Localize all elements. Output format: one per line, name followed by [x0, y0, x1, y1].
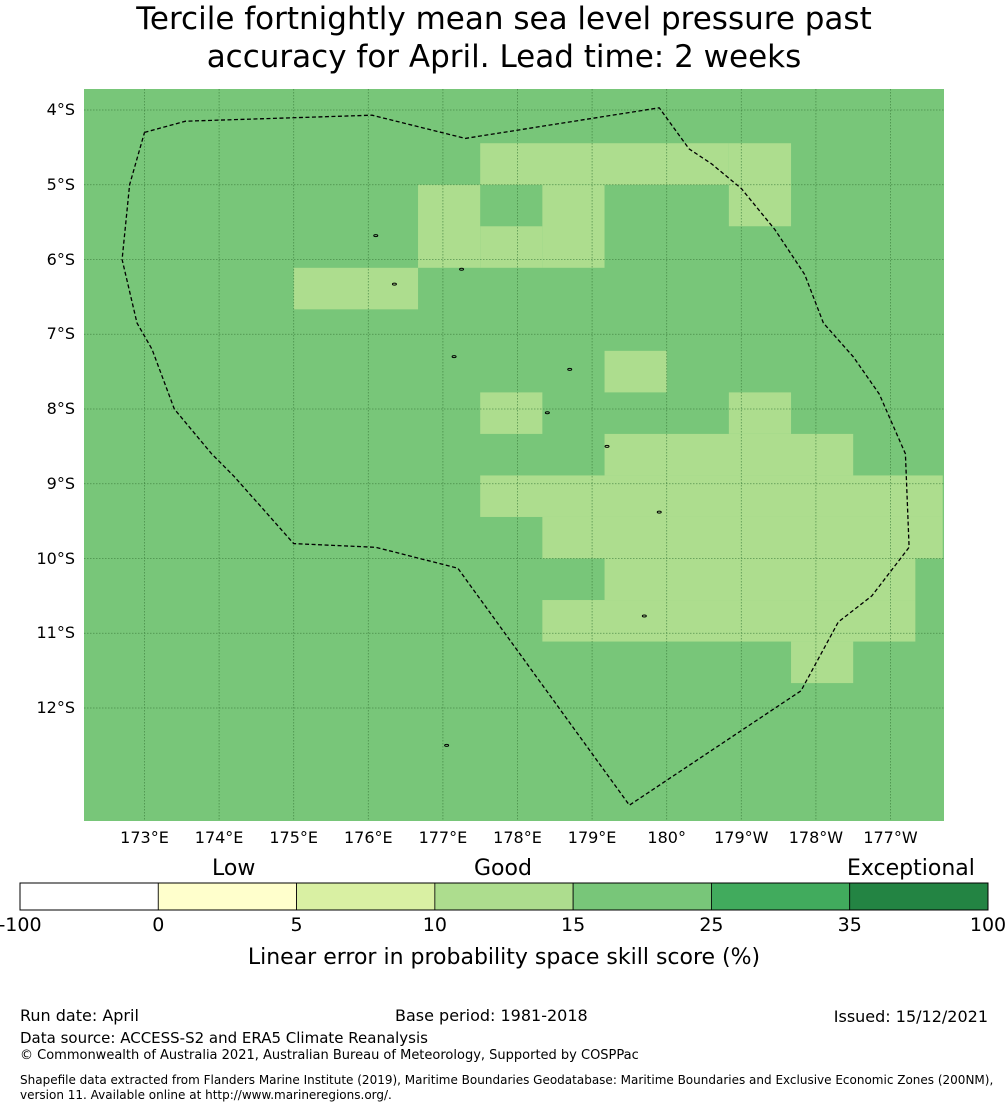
- island-outline: [373, 234, 379, 238]
- colorbar-label: Linear error in probability space skill …: [247, 945, 761, 970]
- category-exceptional-label: Exceptional: [847, 856, 975, 881]
- island-outline: [567, 367, 573, 371]
- island-outline: [451, 355, 457, 359]
- skill-cell-10-15: [791, 641, 854, 684]
- map-plot-area: [84, 89, 944, 821]
- island-outline: [604, 444, 610, 448]
- skill-cell-10-15: [604, 558, 916, 601]
- skill-cell-10-15: [480, 226, 543, 268]
- colorbar: [19, 882, 989, 911]
- skill-cell-10-15: [728, 392, 792, 434]
- skill-cell-10-15: [418, 184, 481, 268]
- base-period: Base period: 1981-2018: [395, 1006, 588, 1025]
- lon-label: 174°E: [194, 828, 244, 847]
- lat-label: 5°S: [46, 174, 75, 194]
- colorbar-segment: [711, 882, 851, 911]
- lon-label: 173°E: [120, 828, 169, 847]
- island-outline: [656, 510, 662, 514]
- colorbar-tick-label: 35: [837, 914, 862, 936]
- colorbar-tick-label: 25: [699, 914, 724, 936]
- colorbar-tick-label: 10: [422, 914, 447, 936]
- lon-label: 178°E: [493, 828, 542, 847]
- colorbar-tick-label: 0: [152, 914, 165, 936]
- lon-label: 178°W: [788, 828, 844, 847]
- lat-label: 9°S: [46, 473, 75, 493]
- data-source: Data source: ACCESS-S2 and ERA5 Climate …: [20, 1029, 428, 1047]
- title-line-2: accuracy for April. Lead time: 2 weeks: [206, 39, 802, 75]
- skill-cell-10-15: [604, 350, 667, 393]
- issued-date: Issued: 15/12/2021: [833, 1007, 988, 1026]
- colorbar-segment: [19, 882, 159, 911]
- colorbar-tick-label: 100: [969, 914, 1007, 936]
- shapefile-credit: Shapefile data extracted from Flanders M…: [20, 1073, 994, 1102]
- colorbar-tick-label: 15: [561, 914, 586, 936]
- lat-label: 7°S: [46, 324, 75, 344]
- lat-label: 4°S: [46, 100, 75, 119]
- colorbar-segment: [296, 882, 436, 911]
- skill-cell-10-15: [604, 433, 854, 476]
- colorbar-tick-label: -100: [0, 914, 42, 936]
- title-line-1: Tercile fortnightly mean sea level press…: [136, 1, 872, 37]
- skill-cell-10-15: [480, 475, 943, 517]
- lon-label: 177°W: [863, 828, 918, 847]
- skill-cell-10-15: [293, 267, 419, 310]
- colorbar-frame: [19, 882, 989, 911]
- lon-label: 177°E: [418, 828, 468, 847]
- lat-label: 10°S: [36, 548, 75, 568]
- copyright: © Commonwealth of Australia 2021, Austra…: [20, 1048, 639, 1063]
- run-date: Run date: April: [20, 1006, 139, 1025]
- island-outline: [444, 743, 450, 747]
- colorbar-segment: [434, 882, 574, 911]
- island-outline: [391, 282, 397, 286]
- colorbar-segment: [849, 882, 989, 911]
- lon-label: 180°: [647, 828, 686, 847]
- lat-label: 11°S: [36, 623, 75, 643]
- skill-cell-10-15: [542, 600, 916, 642]
- lat-label: 8°S: [46, 399, 75, 418]
- chart-title: Tercile fortnightly mean sea level press…: [0, 0, 1008, 76]
- lon-label: 179°E: [567, 828, 617, 847]
- lat-label: 12°S: [36, 698, 75, 717]
- colorbar-segment: [157, 882, 297, 911]
- category-good-label: Good: [474, 856, 532, 881]
- skill-cell-10-15: [542, 516, 943, 559]
- category-low-label: Low: [212, 856, 256, 881]
- lon-label: 179°W: [714, 828, 769, 847]
- lon-label: 176°E: [343, 828, 393, 847]
- skill-cell-10-15: [542, 184, 605, 268]
- skill-cell-10-15: [480, 143, 729, 185]
- island-outline: [459, 267, 465, 271]
- island-outline: [641, 614, 647, 618]
- colorbar-segment: [572, 882, 712, 911]
- island-outline: [544, 411, 550, 415]
- lon-label: 175°E: [269, 828, 319, 847]
- colorbar-tick-label: 5: [290, 914, 303, 936]
- lat-label: 6°S: [46, 249, 75, 269]
- skill-cell-10-15: [480, 392, 543, 434]
